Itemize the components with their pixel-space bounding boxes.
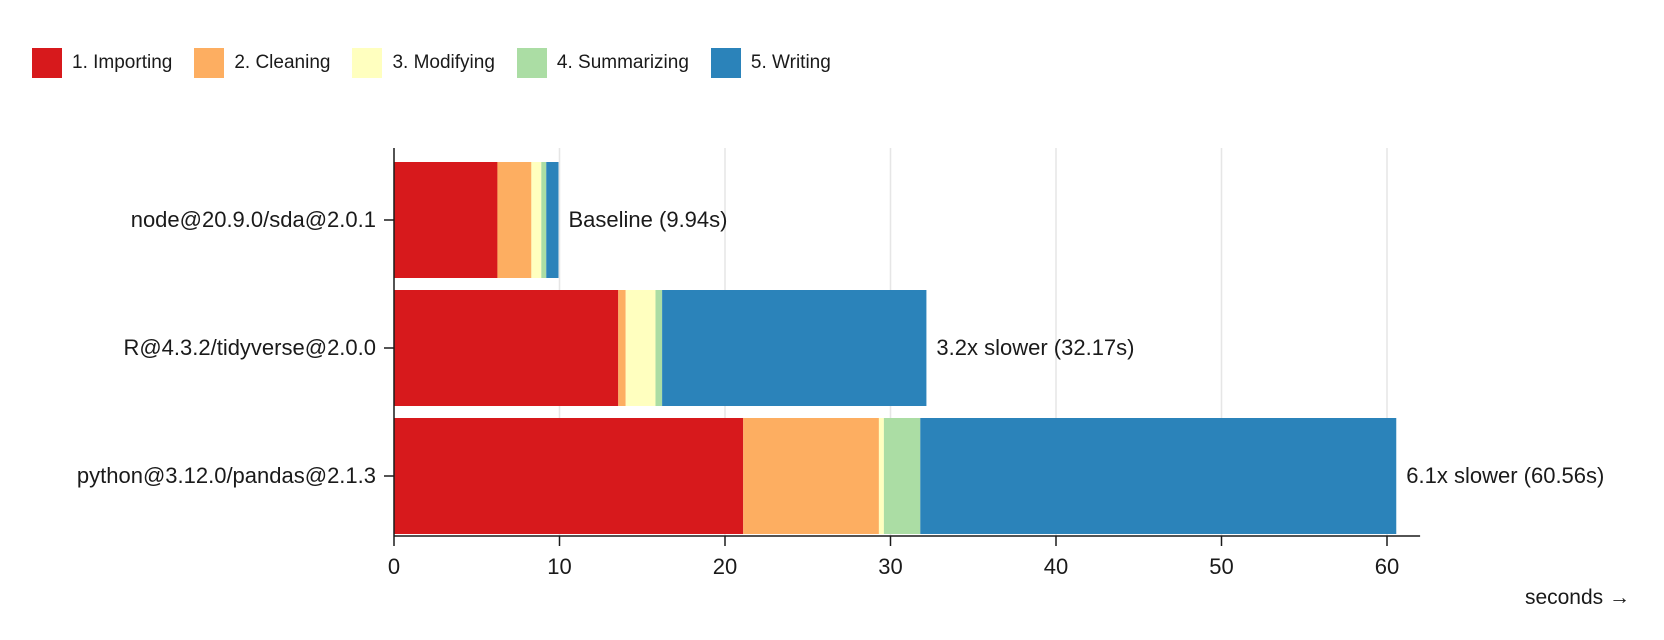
bar-segment (394, 290, 619, 406)
legend-label: 5. Writing (750, 52, 831, 73)
bar-label: 6.1x slower (60.56s) (1406, 463, 1604, 488)
legend-swatch (32, 48, 62, 78)
bar-segment (546, 162, 559, 278)
legend-label: 4. Summarizing (556, 52, 689, 73)
bar-segment (883, 418, 921, 534)
legend-swatch (710, 48, 741, 78)
legend-swatch (352, 48, 383, 78)
y-axis-label: python@3.12.0/pandas@2.1.3 (77, 463, 376, 488)
legend: 1. Importing 2. Cleaning 3. Modifying 4. Su… (32, 48, 831, 78)
bar-label: Baseline (9.94s) (569, 207, 728, 232)
legend-item: 1. Importing (32, 48, 172, 78)
legend-label: 2. Cleaning (234, 52, 331, 73)
bar-segment (394, 162, 498, 278)
bars (394, 162, 1397, 534)
x-axis-label: seconds → (1525, 586, 1630, 609)
bar-segment (655, 290, 663, 406)
bar-segment (878, 418, 884, 534)
x-tick-label: 40 (1044, 554, 1068, 579)
bar-segment (743, 418, 879, 534)
legend-item: 3. Modifying (352, 48, 495, 78)
legend-swatch (194, 48, 225, 78)
bar-label: 3.2x slower (32.17s) (936, 335, 1134, 360)
y-axis-label: R@4.3.2/tidyverse@2.0.0 (123, 335, 376, 360)
bar-segment (541, 162, 547, 278)
x-tick-label: 30 (878, 554, 902, 579)
legend-label: 1. Importing (72, 52, 173, 73)
legend-swatch (516, 48, 547, 78)
y-axis-label: node@20.9.0/sda@2.0.1 (131, 207, 376, 232)
legend-item: 4. Summarizing (516, 48, 689, 78)
legend-item: 2. Cleaning (194, 48, 330, 78)
x-tick-label: 10 (547, 554, 571, 579)
x-tick-label: 0 (388, 554, 400, 579)
bar-segment (497, 162, 532, 278)
bar-segment (394, 418, 744, 534)
bar-segment (625, 290, 656, 406)
bar-segment (618, 290, 626, 406)
x-axis: 0 10 20 30 40 50 60 (388, 148, 1421, 579)
x-tick-label: 60 (1375, 554, 1399, 579)
legend-label: 3. Modifying (392, 52, 495, 73)
y-axis-labels: node@20.9.0/sda@2.0.1 R@4.3.2/tidyverse@2… (77, 207, 394, 488)
bar-segment (662, 290, 927, 406)
x-tick-label: 20 (713, 554, 737, 579)
bar-segment (531, 162, 542, 278)
bar-labels: Baseline (9.94s) 3.2x slower (32.17s) 6.1x… (569, 207, 1605, 488)
bar-segment (920, 418, 1397, 534)
legend-item: 5. Writing (710, 48, 831, 78)
x-tick-label: 50 (1209, 554, 1233, 579)
